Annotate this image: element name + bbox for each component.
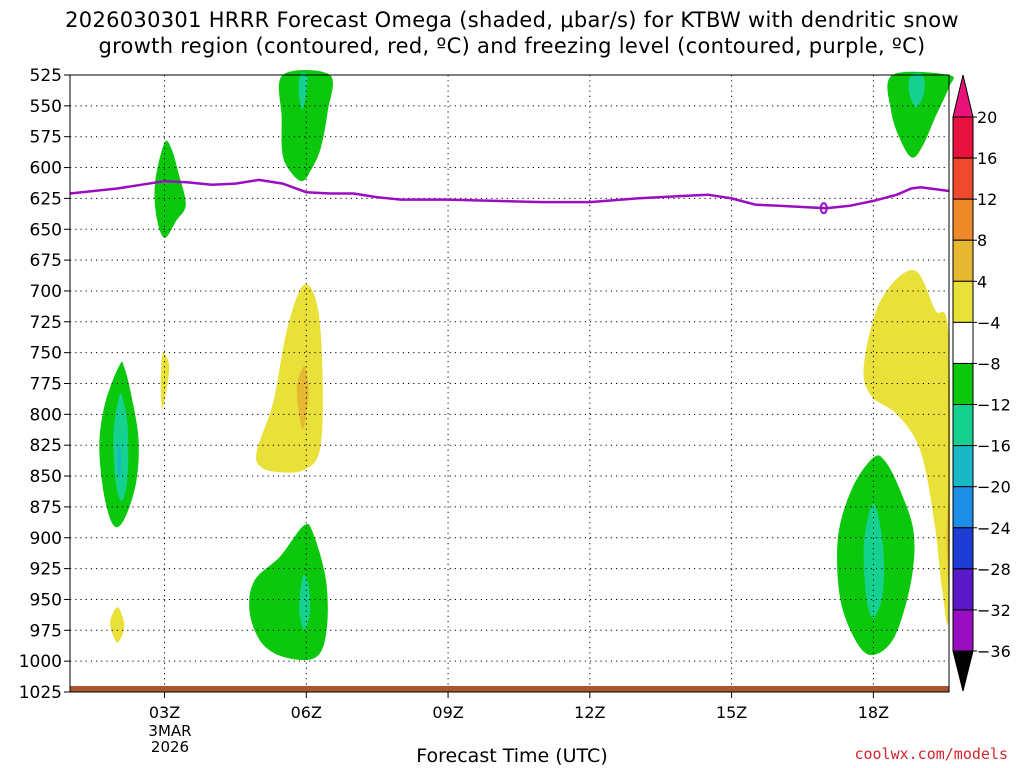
y-tick-label: 950 xyxy=(30,590,62,610)
omega-region-9 xyxy=(160,352,170,409)
colorbar-band xyxy=(952,362,974,406)
y-tick-label: 675 xyxy=(30,251,62,271)
colorbar-bottom-arrow xyxy=(952,650,974,692)
y-tick-label: 1000 xyxy=(19,652,62,672)
colorbar-band xyxy=(952,321,974,364)
omega-region-7 xyxy=(117,443,122,479)
y-tick-label: 825 xyxy=(30,436,62,456)
chart-title-line-1: 2026030301 HRRR Forecast Omega (shaded, … xyxy=(65,8,959,32)
colorbar-label: 12 xyxy=(977,190,997,209)
source-credit[interactable]: coolwx.com/models xyxy=(854,745,1008,763)
colorbar-band xyxy=(952,404,974,447)
colorbar-band xyxy=(952,445,974,488)
y-tick-label: 800 xyxy=(30,405,62,425)
colorbar-band xyxy=(952,157,974,200)
chart-title-line-2: growth region (contoured, red, ºC) and f… xyxy=(98,34,926,58)
x-tick-label: 15Z xyxy=(716,703,747,722)
colorbar-band xyxy=(952,486,974,529)
colorbar-label: −24 xyxy=(977,519,1011,538)
colorbar-top-arrow xyxy=(952,74,974,118)
colorbar-label: 8 xyxy=(977,231,987,250)
omega-region-0 xyxy=(278,69,333,182)
omega-region-6 xyxy=(113,393,129,501)
omega-colorbar: 20 16 12 8 4 −4 −8 −12 −16 −20 −24 −28 −32 −36 xyxy=(952,74,1011,692)
freezing-level-label-marker xyxy=(819,202,828,215)
date-label-year: 2026 xyxy=(150,738,190,756)
colorbar-band xyxy=(952,568,974,611)
colorbar-label: 4 xyxy=(977,272,987,291)
colorbar-band xyxy=(952,239,974,282)
omega-region-4 xyxy=(908,72,925,108)
time-axis: 03Z 06Z 09Z 12Z 15Z 18Z xyxy=(149,692,889,722)
omega-region-10 xyxy=(256,284,323,473)
colorbar-label: −32 xyxy=(977,601,1011,620)
colorbar-label: −12 xyxy=(977,396,1011,415)
colorbar-band xyxy=(952,609,974,652)
colorbar-band xyxy=(952,527,974,570)
x-tick-label: 06Z xyxy=(291,703,322,722)
omega-region-16 xyxy=(863,269,951,626)
omega-region-13 xyxy=(299,574,311,631)
y-tick-label: 700 xyxy=(30,282,62,302)
y-tick-label: 1025 xyxy=(19,683,62,703)
y-tick-label: 775 xyxy=(30,375,62,395)
y-tick-label: 600 xyxy=(30,159,62,179)
x-tick-label: 18Z xyxy=(858,703,889,722)
y-tick-label: 575 xyxy=(30,128,62,148)
omega-region-15 xyxy=(863,503,884,619)
freezing-level-line xyxy=(69,178,950,210)
y-tick-label: 875 xyxy=(30,498,62,518)
y-tick-label: 525 xyxy=(30,66,62,86)
plot-background xyxy=(70,75,949,692)
pressure-axis: 525 550 575 600 625 650 675 700 725 750 775 800 825 8… xyxy=(19,66,70,703)
colorbar-label: −4 xyxy=(977,313,1001,332)
ground-surface xyxy=(70,686,949,692)
date-label-month: 3MAR xyxy=(148,722,192,740)
omega-region-12 xyxy=(249,523,328,661)
x-tick-label: 12Z xyxy=(574,703,605,722)
y-tick-label: 750 xyxy=(30,344,62,364)
colorbar-label: −8 xyxy=(977,354,1001,373)
colorbar-label: −28 xyxy=(977,560,1011,579)
omega-shaded-regions xyxy=(99,69,954,661)
colorbar-band xyxy=(952,198,974,241)
colorbar-band xyxy=(952,280,974,323)
omega-region-1 xyxy=(298,72,308,110)
y-tick-label: 975 xyxy=(30,621,62,641)
y-tick-label: 850 xyxy=(30,467,62,487)
y-tick-label: 900 xyxy=(30,529,62,549)
x-tick-label: 09Z xyxy=(432,703,463,722)
y-tick-label: 650 xyxy=(30,220,62,240)
omega-region-3 xyxy=(887,71,954,158)
plot-grid xyxy=(70,75,949,692)
colorbar-label: −20 xyxy=(977,478,1011,497)
omega-region-2 xyxy=(154,140,186,238)
colorbar-label: −36 xyxy=(977,642,1011,661)
x-axis-title: Forecast Time (UTC) xyxy=(416,745,608,767)
x-tick-label: 03Z xyxy=(149,703,180,722)
y-tick-label: 925 xyxy=(30,560,62,580)
colorbar-label: 16 xyxy=(977,149,997,168)
y-tick-label: 625 xyxy=(30,189,62,209)
colorbar-label: −16 xyxy=(977,437,1011,456)
omega-region-8 xyxy=(110,607,125,643)
y-tick-label: 550 xyxy=(30,97,62,117)
y-tick-label: 725 xyxy=(30,313,62,333)
colorbar-label: 20 xyxy=(977,108,997,127)
colorbar-band xyxy=(952,116,974,159)
